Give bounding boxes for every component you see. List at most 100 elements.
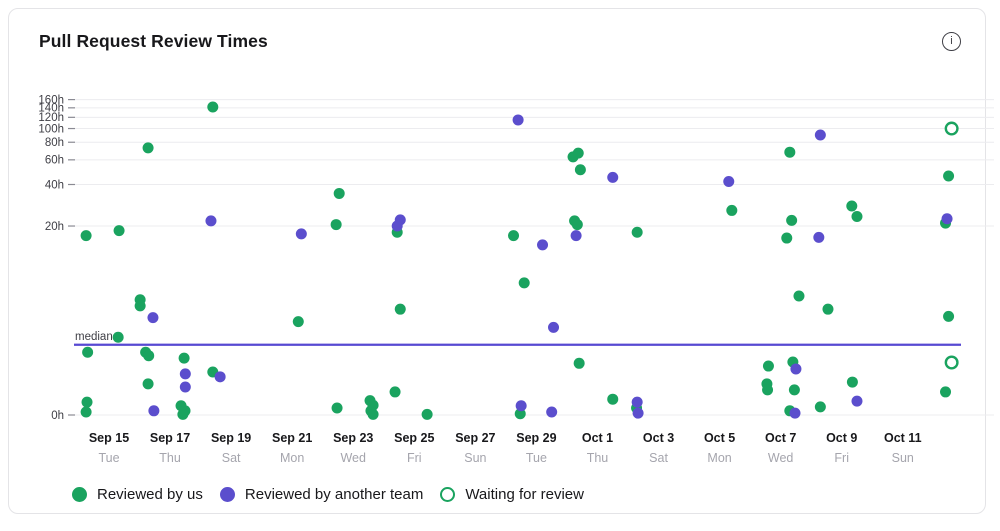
data-point[interactable] — [142, 378, 154, 390]
data-point[interactable] — [214, 371, 226, 383]
data-point[interactable] — [573, 357, 585, 369]
data-point[interactable] — [292, 316, 304, 328]
data-point[interactable] — [81, 396, 93, 408]
data-point[interactable] — [207, 101, 219, 113]
data-point[interactable] — [178, 352, 190, 364]
data-point[interactable] — [789, 407, 801, 419]
data-point[interactable] — [790, 363, 802, 375]
data-point[interactable] — [179, 368, 191, 380]
data-point[interactable] — [574, 164, 586, 176]
data-point[interactable] — [367, 408, 379, 420]
data-point[interactable] — [391, 220, 403, 232]
data-point[interactable] — [112, 331, 124, 343]
data-point[interactable] — [546, 406, 558, 418]
data-point[interactable] — [512, 114, 524, 126]
data-point[interactable] — [631, 226, 643, 238]
data-point[interactable] — [943, 310, 955, 322]
data-point[interactable] — [793, 290, 805, 302]
data-point[interactable] — [295, 228, 307, 240]
data-point[interactable] — [814, 129, 826, 141]
data-point[interactable] — [851, 210, 863, 222]
data-point[interactable] — [846, 376, 858, 388]
data-point[interactable] — [607, 393, 619, 405]
y-tick-label: 100h — [38, 123, 64, 135]
legend-item-waiting-for-review[interactable]: Waiting for review — [440, 486, 584, 503]
data-point[interactable] — [788, 384, 800, 396]
x-tick-date: Oct 7 — [765, 431, 796, 445]
x-tick-date: Sep 17 — [150, 431, 190, 445]
data-point[interactable] — [571, 219, 583, 231]
data-point[interactable] — [784, 146, 796, 158]
data-point[interactable] — [394, 303, 406, 315]
data-point[interactable] — [762, 384, 774, 396]
data-point[interactable] — [80, 230, 92, 242]
data-point[interactable] — [607, 171, 619, 183]
card-header: Pull Request Review Times i — [39, 31, 961, 52]
legend-item-reviewed-by-another-team[interactable]: Reviewed by another team — [219, 486, 423, 503]
info-icon[interactable]: i — [942, 32, 961, 51]
data-point[interactable] — [822, 303, 834, 315]
x-tick-date: Sep 23 — [333, 431, 373, 445]
data-point[interactable] — [147, 312, 159, 324]
x-tick-weekday: Wed — [340, 451, 366, 465]
data-point[interactable] — [632, 407, 644, 419]
y-tick-label: 60h — [45, 155, 64, 167]
data-point[interactable] — [330, 219, 342, 231]
x-tick-weekday: Fri — [407, 451, 422, 465]
purple-dot-icon — [219, 487, 235, 502]
data-point[interactable] — [846, 200, 858, 212]
data-point[interactable] — [944, 355, 959, 370]
open-circle-icon — [440, 487, 456, 502]
data-point[interactable] — [333, 187, 345, 199]
x-tick-weekday: Thu — [587, 451, 609, 465]
data-point[interactable] — [143, 350, 155, 362]
data-point[interactable] — [941, 213, 953, 225]
y-tick-label: 0h — [51, 410, 64, 422]
data-point[interactable] — [389, 386, 401, 398]
data-point[interactable] — [113, 225, 125, 237]
data-point[interactable] — [82, 346, 94, 358]
data-point[interactable] — [726, 204, 738, 216]
data-point[interactable] — [80, 406, 92, 418]
data-point[interactable] — [631, 396, 643, 408]
data-point[interactable] — [142, 142, 154, 154]
data-point[interactable] — [940, 386, 952, 398]
data-point[interactable] — [723, 176, 735, 188]
data-point[interactable] — [421, 408, 433, 420]
data-point[interactable] — [514, 408, 526, 420]
data-point[interactable] — [508, 230, 520, 242]
legend-label: Reviewed by us — [97, 486, 203, 503]
data-point[interactable] — [205, 215, 217, 227]
x-tick-weekday: Sun — [464, 451, 486, 465]
data-point[interactable] — [851, 395, 863, 407]
x-tick-date: Sep 27 — [455, 431, 495, 445]
data-point[interactable] — [518, 277, 530, 289]
data-point[interactable] — [943, 170, 955, 182]
data-point[interactable] — [570, 230, 582, 242]
data-point[interactable] — [148, 405, 160, 417]
data-point[interactable] — [781, 232, 793, 244]
x-tick-weekday: Tue — [98, 451, 119, 465]
x-tick-date: Oct 5 — [704, 431, 735, 445]
data-point[interactable] — [537, 239, 549, 251]
x-tick-date: Sep 25 — [394, 431, 434, 445]
data-point[interactable] — [177, 408, 189, 420]
data-point[interactable] — [548, 321, 560, 333]
data-point[interactable] — [813, 231, 825, 243]
x-tick-weekday: Mon — [280, 451, 304, 465]
data-point[interactable] — [762, 360, 774, 372]
x-tick-date: Sep 29 — [516, 431, 556, 445]
data-point[interactable] — [331, 402, 343, 414]
legend-item-reviewed-by-us[interactable]: Reviewed by us — [72, 486, 203, 503]
data-point[interactable] — [515, 400, 527, 412]
data-point[interactable] — [786, 214, 798, 226]
y-tick-label: 40h — [45, 179, 64, 191]
data-point[interactable] — [814, 401, 826, 413]
x-tick-weekday: Wed — [768, 451, 794, 465]
data-point[interactable] — [134, 300, 146, 312]
data-point[interactable] — [572, 147, 584, 159]
x-tick-date: Oct 9 — [826, 431, 857, 445]
data-point[interactable] — [179, 381, 191, 393]
data-point[interactable] — [944, 121, 959, 136]
